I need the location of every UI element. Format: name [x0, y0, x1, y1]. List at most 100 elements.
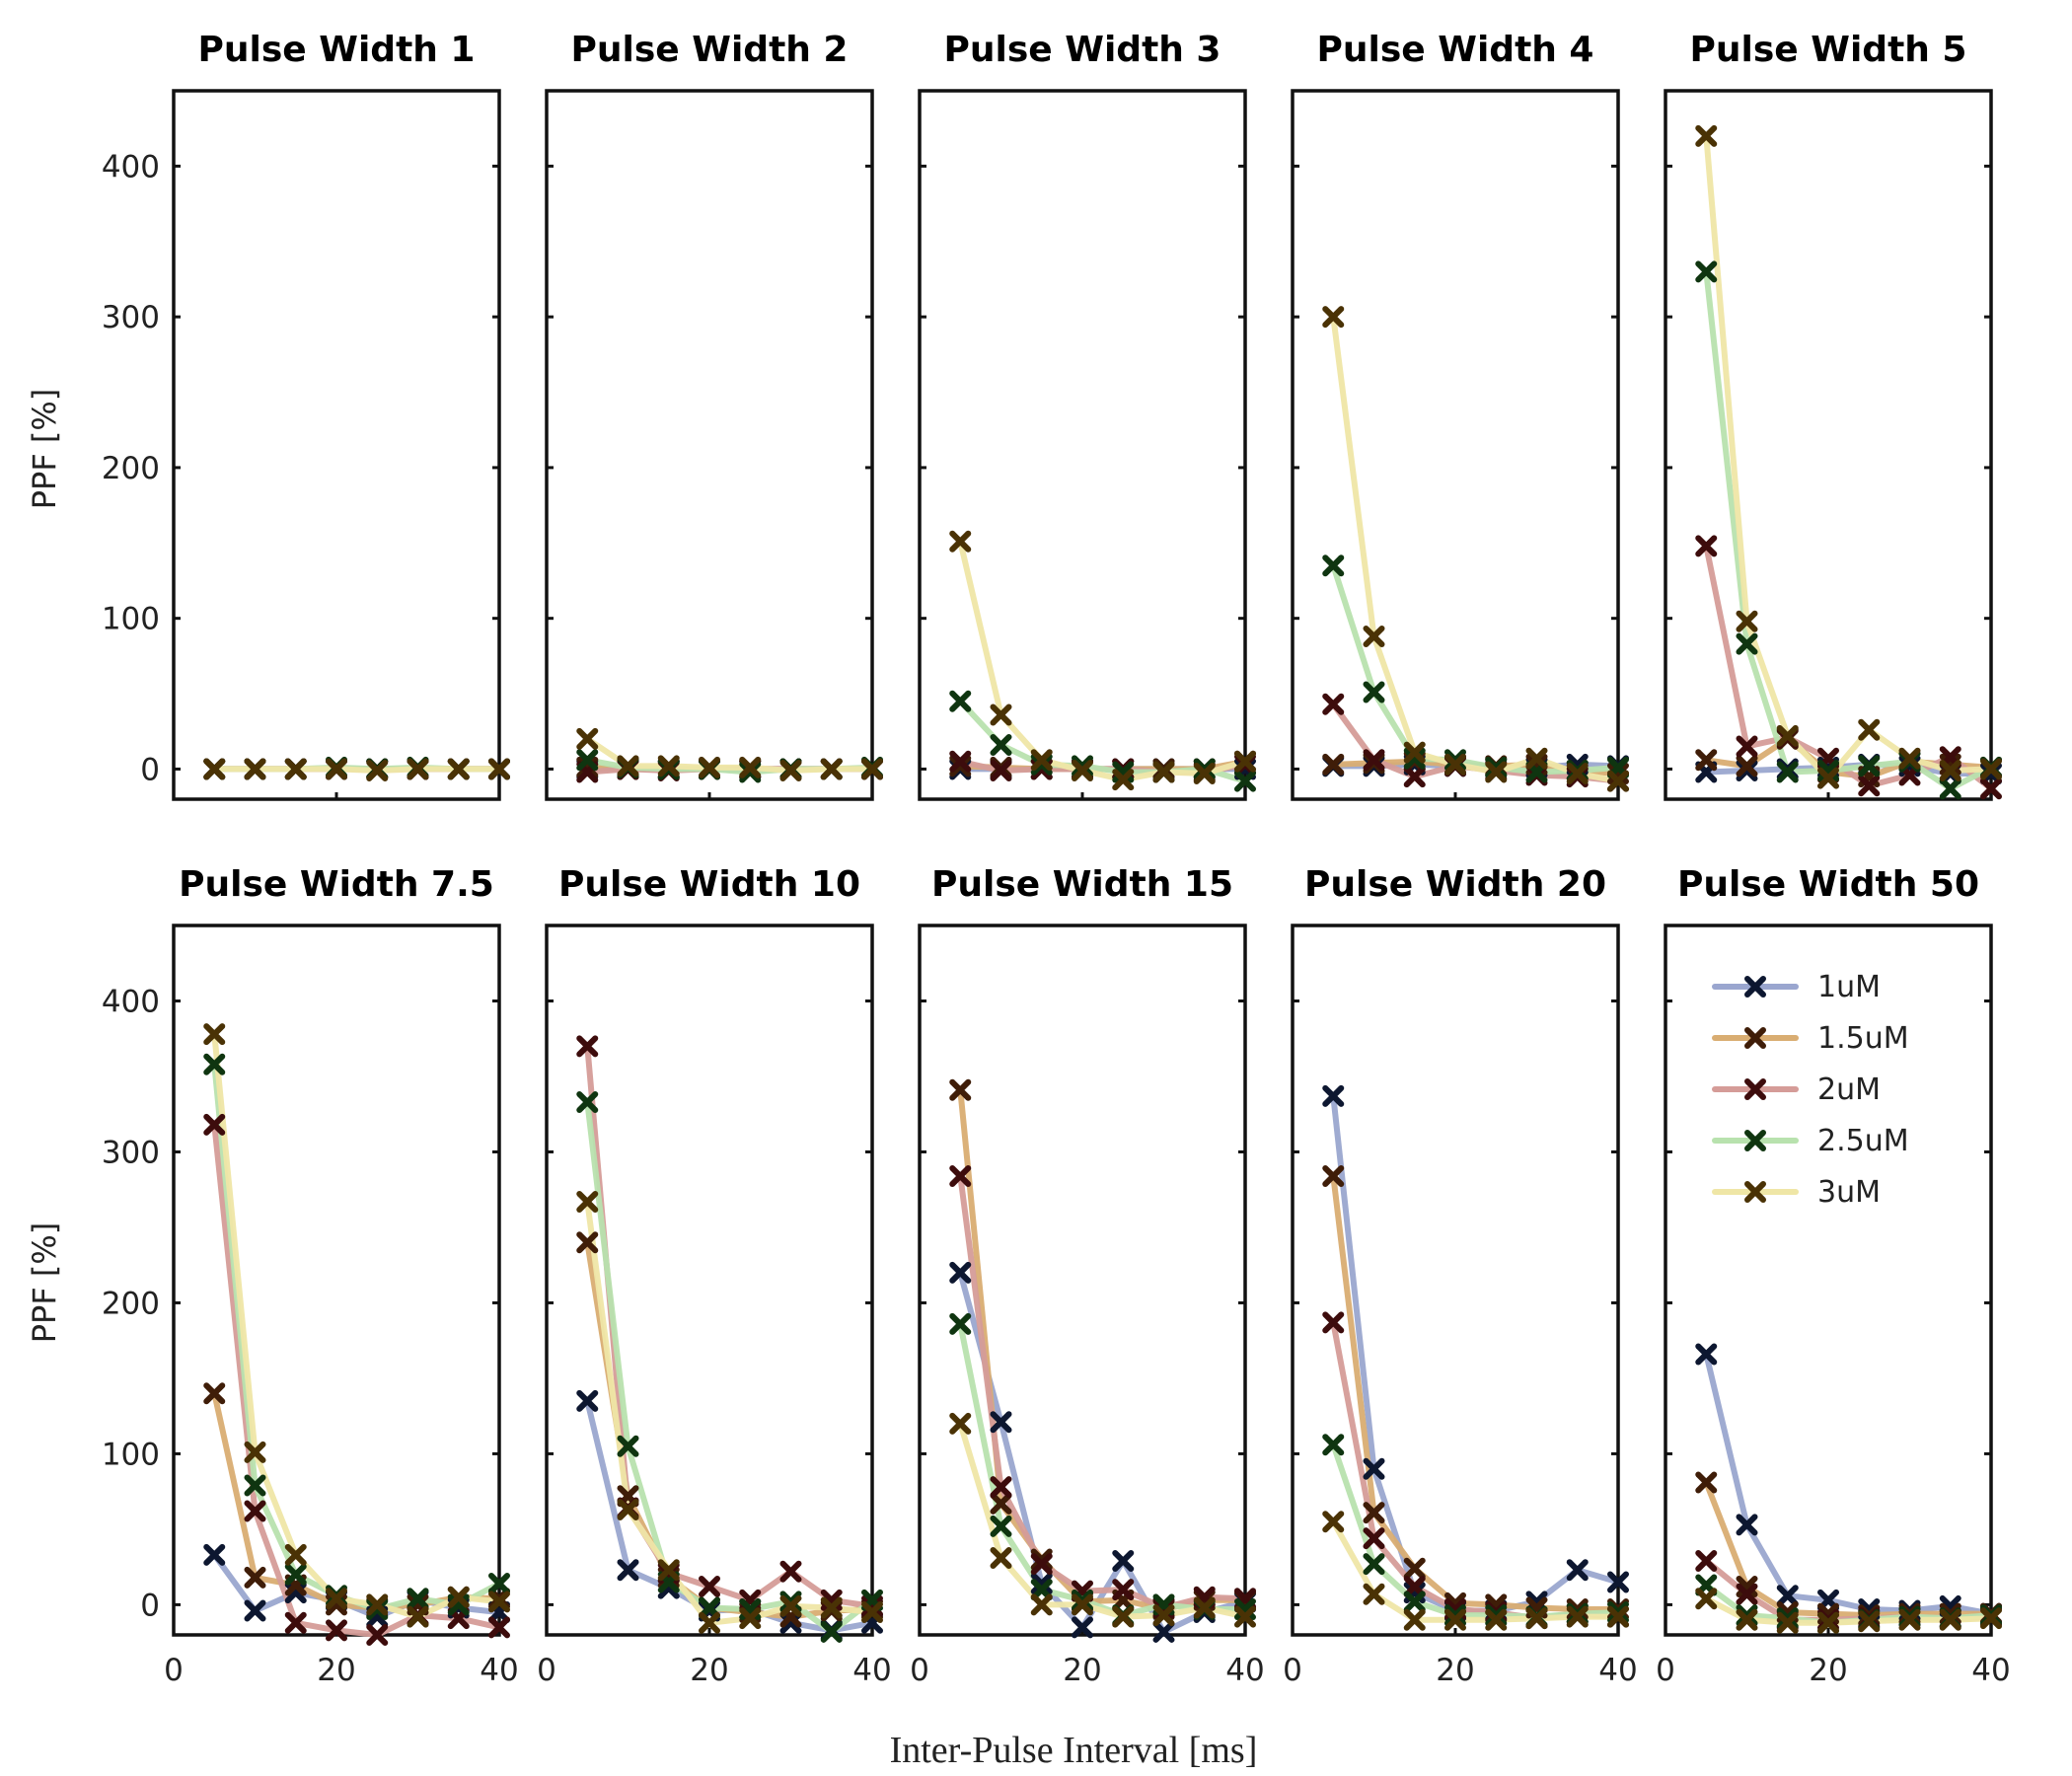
marker-2.5uM: [1485, 756, 1508, 778]
marker-1uM-stroke-b: [1736, 759, 1758, 781]
legend-marker-stroke-b: [1744, 1027, 1766, 1049]
marker-2uM-stroke-b: [1363, 749, 1385, 772]
marker-3uM-stroke-b: [1566, 1605, 1589, 1628]
marker-2.5uM-stroke-b: [1322, 555, 1345, 577]
marker-1.5uM-stroke-b: [1939, 1602, 1961, 1625]
marker-3uM: [1776, 724, 1799, 747]
marker-1uM: [576, 1389, 599, 1412]
marker-3uM: [779, 759, 802, 781]
marker-3uM: [1858, 1610, 1881, 1633]
marker-3uM: [1566, 763, 1589, 785]
marker-2.5uM: [1607, 1601, 1629, 1624]
marker-2.5uM-stroke-b: [1695, 260, 1718, 283]
marker-1.5uM-stroke-b: [949, 1078, 972, 1101]
marker-3uM-stroke-b: [366, 759, 389, 781]
marker-3uM-stroke-b: [699, 756, 720, 778]
marker-2.5uM-stroke-b: [1030, 753, 1053, 776]
marker-2.5uM: [203, 1053, 226, 1075]
marker-3uM: [820, 758, 843, 780]
panel-title: Pulse Width 3: [944, 30, 1221, 70]
marker-2.5uM: [1363, 681, 1385, 703]
series-line-3uM: [211, 766, 502, 774]
marker-2.5uM: [949, 1312, 972, 1335]
marker-2.5uM-stroke-b: [1736, 1604, 1758, 1627]
marker-3uM: [739, 1607, 762, 1630]
marker-3uM-stroke-b: [1776, 724, 1799, 747]
marker-2.5uM-stroke-b: [1403, 1591, 1426, 1613]
marker-2.5uM-stroke-b: [1776, 1607, 1799, 1630]
marker-1uM-stroke-b: [1152, 1620, 1175, 1643]
marker-2uM: [1322, 693, 1345, 715]
marker-3uM-stroke-b: [1776, 1611, 1799, 1634]
marker-3uM-stroke-b: [1485, 1608, 1508, 1631]
x-tick-label: 20: [1063, 1653, 1101, 1688]
series-line-1uM: [957, 1269, 1248, 1635]
marker-3uM: [699, 756, 720, 778]
marker-2uM-stroke-b: [203, 1113, 226, 1136]
marker-3uM: [657, 1559, 680, 1582]
marker-2.5uM: [1736, 1604, 1758, 1627]
marker-1uM-stroke-b: [949, 1261, 972, 1284]
marker-2.5uM: [488, 1572, 510, 1594]
y-tick-label: 300: [102, 300, 160, 335]
marker-1uM-stroke-b: [1980, 763, 2002, 785]
x-tick-label: 0: [164, 1653, 184, 1688]
marker-2.5uM-stroke-b: [1939, 777, 1961, 800]
marker-3uM: [1112, 769, 1135, 791]
marker-3uM: [949, 530, 972, 553]
marker-2uM-stroke-b: [244, 1500, 266, 1522]
panel-8: Pulse Width 15 0 20 40: [910, 864, 1265, 1688]
panel-6: Pulse Width 7.5 0 100 200 300 400 0 20 40: [102, 864, 519, 1688]
y-axis-label-bottom: PPF [%]: [26, 1222, 63, 1344]
marker-3uM-stroke-b: [657, 755, 680, 777]
marker-3uM: [576, 1190, 599, 1213]
panel-4: Pulse Width 4: [1291, 30, 1629, 801]
marker-3uM: [1695, 1588, 1718, 1610]
marker-3uM: [1736, 1608, 1758, 1631]
marker-2.5uM-stroke-b: [990, 1515, 1012, 1537]
marker-1.5uM-stroke-b: [990, 1492, 1012, 1515]
marker-3uM: [1817, 1611, 1839, 1634]
marker-3uM-stroke-b: [1444, 753, 1466, 776]
x-tick-label: 20: [1809, 1653, 1847, 1688]
marker-3uM: [990, 1546, 1012, 1569]
marker-3uM: [1112, 1605, 1135, 1628]
marker-3uM-stroke-b: [1444, 1608, 1466, 1631]
marker-3uM: [1234, 1605, 1256, 1628]
marker-3uM: [1322, 1511, 1345, 1533]
marker-2uM: [1363, 1527, 1385, 1550]
series-line-2uM: [211, 1121, 502, 1638]
marker-3uM: [1607, 1605, 1629, 1628]
marker-3uM: [1072, 759, 1093, 781]
y-tick-label: 400: [102, 984, 160, 1019]
marker-2.5uM: [1072, 1589, 1093, 1611]
y-tick-label: 200: [102, 451, 160, 486]
panel-title: Pulse Width 50: [1677, 864, 1979, 905]
marker-3uM: [1898, 747, 1921, 770]
marker-1uM: [203, 1543, 226, 1566]
x-tick-label: 40: [480, 1653, 518, 1688]
marker-3uM: [699, 1611, 720, 1634]
marker-3uM-stroke-b: [1485, 761, 1508, 783]
marker-3uM: [1030, 1593, 1053, 1616]
marker-3uM: [949, 1412, 972, 1435]
panel-title: Pulse Width 2: [571, 30, 849, 70]
marker-3uM: [244, 758, 266, 780]
legend-marker-stroke-b: [1744, 1130, 1766, 1151]
panel-2: Pulse Width 2: [545, 30, 883, 801]
marker-3uM-stroke-b: [1152, 1604, 1175, 1627]
marker-1.5uM-stroke-b: [203, 1382, 226, 1405]
marker-2uM-stroke-b: [1736, 1583, 1758, 1605]
marker-2.5uM: [1403, 1591, 1426, 1613]
series-line-2.5uM: [1703, 268, 1994, 792]
marker-1uM: [1607, 1571, 1629, 1593]
marker-2.5uM: [244, 1474, 266, 1497]
marker-3uM: [1980, 1607, 2002, 1630]
series-line-2uM: [584, 1043, 875, 1609]
marker-2.5uM-stroke-b: [739, 761, 762, 783]
marker-1.5uM-stroke-b: [1322, 753, 1345, 776]
x-tick-label: 0: [1283, 1653, 1302, 1688]
marker-2.5uM: [1322, 1434, 1345, 1456]
marker-1uM-stroke-b: [1736, 1514, 1758, 1536]
marker-3uM-stroke-b: [1695, 1588, 1718, 1610]
